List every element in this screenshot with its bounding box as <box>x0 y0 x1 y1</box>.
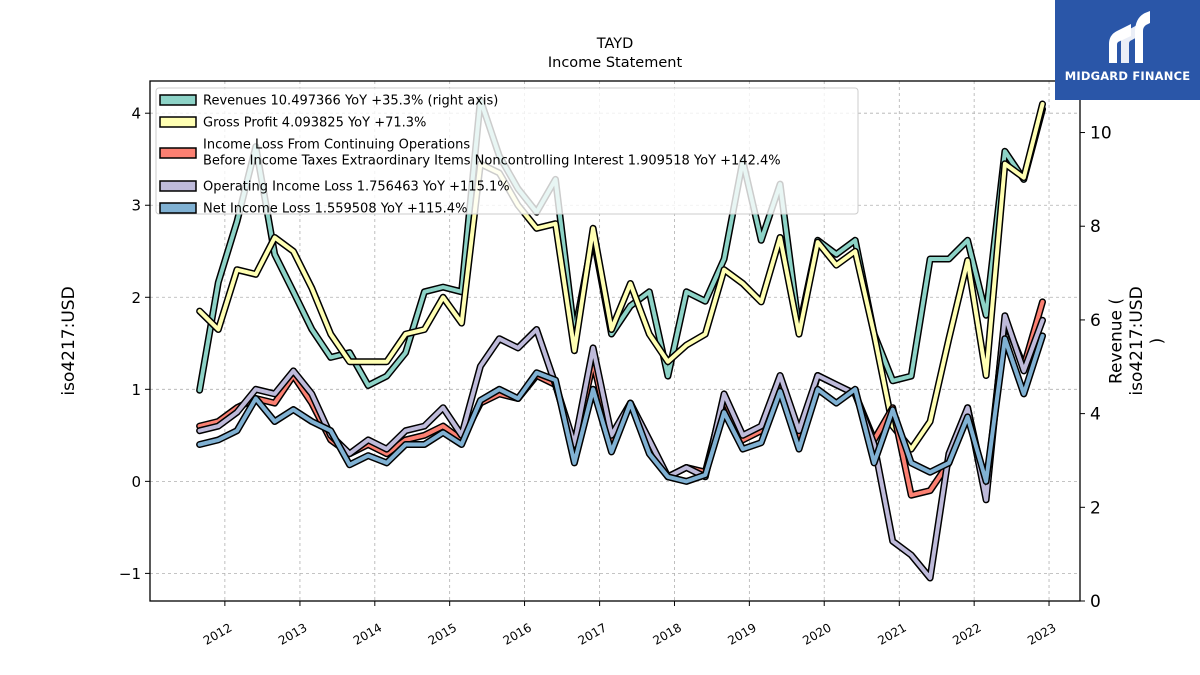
series-1 <box>196 96 1046 394</box>
series-layer <box>196 96 1046 582</box>
y-tick-label-left: 4 <box>131 105 141 123</box>
legend-label: Before Income Taxes Extraordinary Items … <box>203 154 781 169</box>
legend-swatch <box>159 180 197 192</box>
legend-swatch <box>159 94 197 106</box>
brand-logo-mark-icon <box>1109 11 1150 63</box>
x-tick-label: 2019 <box>725 620 758 647</box>
series-5 <box>196 332 1046 485</box>
y-axis-label-left: iso4217:USD <box>59 286 79 395</box>
plot-frame <box>149 80 1081 602</box>
y-axis-label-right-line: Revenue ( <box>1107 298 1127 384</box>
y-tick-label-left: −1 <box>119 565 141 583</box>
y-axis-label-right: Revenue (iso4217:USD) <box>1107 286 1168 395</box>
x-tick-label: 2023 <box>1025 620 1058 647</box>
legend-frame <box>155 87 859 215</box>
x-tick-label: 2017 <box>576 620 609 647</box>
series-line <box>197 333 1045 484</box>
y-tick-label-right: 8 <box>1090 217 1101 237</box>
y-tick-label-right: 2 <box>1090 498 1101 518</box>
x-tick-label: 2015 <box>426 620 459 647</box>
brand-logo: MIDGARD FINANCE <box>1055 0 1200 100</box>
y-tick-label-left: 3 <box>131 197 141 215</box>
y-axis-label-right-line: iso4217:USD <box>1127 286 1147 395</box>
x-tick-label: 2021 <box>875 620 908 647</box>
x-tick-label: 2016 <box>501 620 534 647</box>
y-tick-label-right: 0 <box>1090 592 1101 612</box>
y-tick-label-left: 1 <box>131 381 141 399</box>
y-axis-label-right-line: ) <box>1147 338 1167 345</box>
x-tick-label: 2020 <box>800 620 833 647</box>
y-tick-label-right: 10 <box>1090 124 1112 144</box>
y-tick-label-right: 6 <box>1090 311 1101 331</box>
legend-swatch <box>159 116 197 128</box>
brand-name: MIDGARD FINANCE <box>1064 69 1191 83</box>
legend: Revenues 10.497366 YoY +35.3% (right axi… <box>155 87 859 217</box>
legend-swatch <box>159 147 197 159</box>
legend-swatch <box>159 202 197 214</box>
legend-label: Net Income Loss 1.559508 YoY +115.4% <box>203 202 467 217</box>
x-tick-label: 2012 <box>201 620 234 647</box>
x-tick-label: 2022 <box>950 620 983 647</box>
y-tick-label-left: 2 <box>131 289 141 307</box>
series-line <box>197 97 1045 393</box>
x-tick-label: 2018 <box>651 620 684 647</box>
legend-label: Gross Profit 4.093825 YoY +71.3% <box>203 116 426 131</box>
chart-subtitle: Income Statement <box>548 55 683 71</box>
chart-title: TAYD <box>596 36 634 52</box>
x-tick-label: 2014 <box>351 620 384 647</box>
legend-label: Operating Income Loss 1.756463 YoY +115.… <box>203 180 510 195</box>
legend-label: Income Loss From Continuing Operations <box>203 138 470 153</box>
y-tick-label-right: 4 <box>1090 405 1101 425</box>
y-tick-label-left: 0 <box>131 473 141 491</box>
x-tick-label: 2013 <box>276 620 309 647</box>
legend-label: Revenues 10.497366 YoY +35.3% (right axi… <box>203 94 498 109</box>
